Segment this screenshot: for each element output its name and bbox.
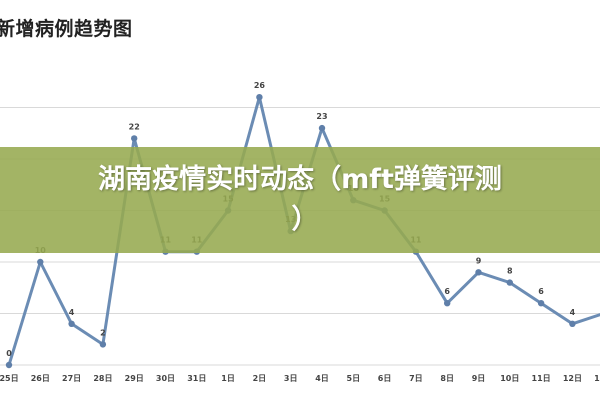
x-tick-label: 26日 bbox=[31, 374, 50, 383]
data-point bbox=[318, 124, 326, 132]
x-tick-label: 11日 bbox=[532, 374, 551, 383]
data-point bbox=[506, 279, 513, 286]
data-label: 9 bbox=[476, 256, 482, 265]
data-point bbox=[131, 135, 138, 142]
x-axis-ticks: 25日 26日 27日 28日 29日 30日 31日 1日 2日 3日 4日 5日 6日 7日 8日 9日 1… bbox=[0, 374, 600, 383]
data-point bbox=[537, 300, 545, 307]
x-tick-label: 5日 bbox=[347, 374, 361, 383]
data-label: 23 bbox=[316, 112, 327, 121]
x-tick-label: 30日 bbox=[156, 374, 175, 383]
data-point bbox=[256, 94, 263, 101]
x-tick-label: 9日 bbox=[472, 374, 486, 383]
chart-title: 新增病例趋势图 bbox=[0, 18, 133, 40]
data-label: 4 bbox=[69, 308, 75, 317]
data-point bbox=[569, 320, 576, 327]
data-label: 26 bbox=[254, 81, 266, 90]
x-tick-label: 31日 bbox=[187, 374, 206, 383]
watermark-text: 湖南疫情实时动态（mft弹簧评测 ） bbox=[0, 160, 600, 240]
data-point bbox=[444, 300, 451, 307]
data-label: 6 bbox=[538, 287, 544, 296]
x-tick-label: 2日 bbox=[253, 374, 267, 383]
watermark-banner bbox=[0, 147, 600, 253]
x-tick-label: 29日 bbox=[125, 374, 144, 383]
x-tick-label: 10日 bbox=[500, 374, 519, 383]
data-label: 22 bbox=[129, 122, 140, 131]
data-point bbox=[99, 341, 107, 348]
x-tick-label: 8日 bbox=[440, 374, 454, 383]
x-tick-label: 3日 bbox=[284, 374, 298, 383]
watermark-line-1: 湖南疫情实时动态（mft弹簧评测 bbox=[98, 164, 502, 195]
x-tick-label: 7日 bbox=[409, 374, 423, 383]
x-tick-label: 27日 bbox=[62, 374, 81, 383]
x-tick-label: 1日 bbox=[221, 374, 235, 383]
data-label: 0 bbox=[6, 349, 12, 358]
x-tick-label: 13日 bbox=[594, 374, 600, 383]
data-point bbox=[37, 258, 44, 266]
data-point bbox=[5, 361, 13, 369]
data-label: 2 bbox=[100, 328, 106, 337]
x-tick-label: 25日 bbox=[0, 374, 19, 383]
data-point bbox=[475, 269, 482, 276]
watermark-line-2: ） bbox=[291, 204, 319, 235]
data-label: 4 bbox=[570, 308, 576, 317]
data-label: 6 bbox=[444, 287, 450, 296]
data-label: 8 bbox=[507, 267, 513, 276]
x-tick-label: 28日 bbox=[93, 374, 112, 383]
x-tick-label: 4日 bbox=[315, 374, 329, 383]
x-tick-label: 12日 bbox=[563, 374, 582, 383]
x-tick-label: 6日 bbox=[378, 374, 392, 383]
data-point bbox=[68, 320, 75, 327]
